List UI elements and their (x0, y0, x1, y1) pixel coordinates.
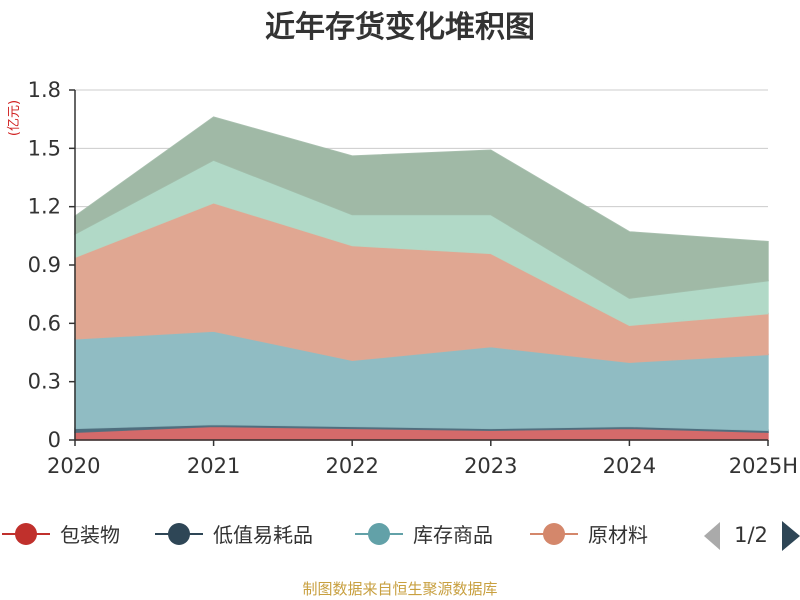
y-tick-label: 0 (48, 428, 61, 452)
area-series-5 (74, 116, 769, 299)
x-tick-label: 2021 (187, 454, 240, 478)
x-tick-label: 2024 (603, 454, 656, 478)
y-tick-label: 0.3 (28, 370, 61, 394)
y-tick-label: 0.6 (28, 311, 61, 335)
axes: 0 0.3 0.6 0.9 1.2 1.5 1.8 2020 2021 2022 2023 2024 2… (28, 78, 798, 478)
chart-title: 近年存货变化堆积图 (265, 10, 535, 45)
legend-item[interactable]: 原材料 (530, 523, 648, 547)
x-tick-label: 2020 (47, 454, 100, 478)
x-tick-label: 2022 (325, 454, 378, 478)
triangle-left-icon[interactable] (704, 522, 720, 550)
legend-label: 原材料 (588, 523, 648, 547)
y-tick-label: 1.8 (28, 78, 61, 102)
y-tick-label: 0.9 (28, 253, 61, 277)
legend-circle-icon (543, 523, 565, 545)
legend-item[interactable]: 包装物 (2, 523, 120, 547)
x-tick-label: 2025H (729, 454, 798, 478)
y-tick-label: 1.2 (28, 195, 61, 219)
legend-circle-icon (15, 523, 37, 545)
legend-item[interactable]: 库存商品 (355, 523, 493, 547)
triangle-right-icon[interactable] (782, 521, 800, 551)
legend-circle-icon (168, 523, 190, 545)
legend-label: 库存商品 (413, 523, 493, 547)
x-tick-label: 2023 (464, 454, 517, 478)
y-axis-unit-label: (亿元) (7, 100, 22, 136)
area-series-layer (74, 116, 769, 441)
legend-circle-icon (368, 523, 390, 545)
data-source-note: 制图数据来自恒生聚源数据库 (302, 580, 497, 598)
legend-page-indicator: 1/2 (734, 523, 768, 547)
legend-label: 低值易耗品 (213, 523, 313, 547)
y-tick-label: 1.5 (28, 136, 61, 160)
legend-item[interactable]: 低值易耗品 (155, 523, 313, 547)
legend[interactable]: 包装物 低值易耗品 库存商品 原材料 1/2 (2, 521, 800, 551)
legend-label: 包装物 (60, 523, 120, 547)
